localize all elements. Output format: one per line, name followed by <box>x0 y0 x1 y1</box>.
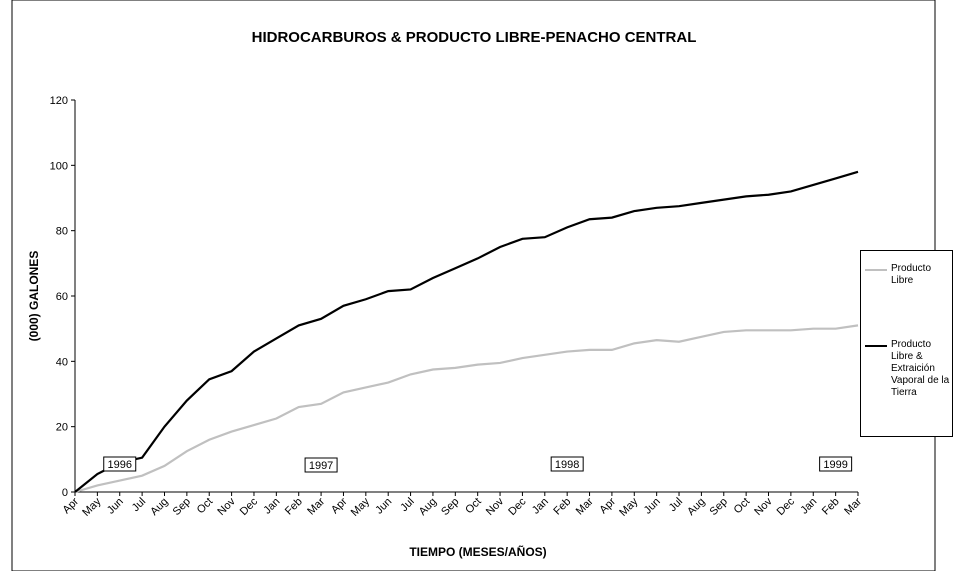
legend-label: Producto Libre <box>891 263 932 286</box>
annotation-box <box>304 457 338 473</box>
x-axis-label: TIEMPO (MESES/AÑOS) <box>409 544 546 559</box>
legend-swatch <box>865 269 887 271</box>
y-tick-label: 60 <box>56 291 68 303</box>
y-tick-label: 40 <box>56 356 68 368</box>
legend-swatch <box>865 345 887 347</box>
annotation: 1998 <box>555 459 579 471</box>
chart-title: HIDROCARBUROS & PRODUCTO LIBRE-PENACHO C… <box>252 29 697 46</box>
y-tick-label: 0 <box>62 487 68 499</box>
y-tick-label: 80 <box>56 226 68 238</box>
annotation-box <box>819 456 853 472</box>
annotation: 1997 <box>309 460 333 472</box>
annotation-box <box>103 456 137 472</box>
annotation: 1999 <box>823 459 847 471</box>
y-tick-label: 20 <box>56 422 68 434</box>
y-tick-label: 120 <box>50 95 68 107</box>
series-line <box>74 170 859 493</box>
y-tick-label: 100 <box>50 160 68 172</box>
legend-label: Producto Libre & Extraición Vaporal de l… <box>891 339 950 398</box>
annotation: 1996 <box>108 459 132 471</box>
chart-frame <box>11 0 936 571</box>
legend: Producto Libre Producto Libre & Extraició… <box>860 250 953 437</box>
annotation-box <box>550 456 584 472</box>
series-line <box>74 324 859 494</box>
y-axis-label: (000) GALONES <box>27 251 41 342</box>
